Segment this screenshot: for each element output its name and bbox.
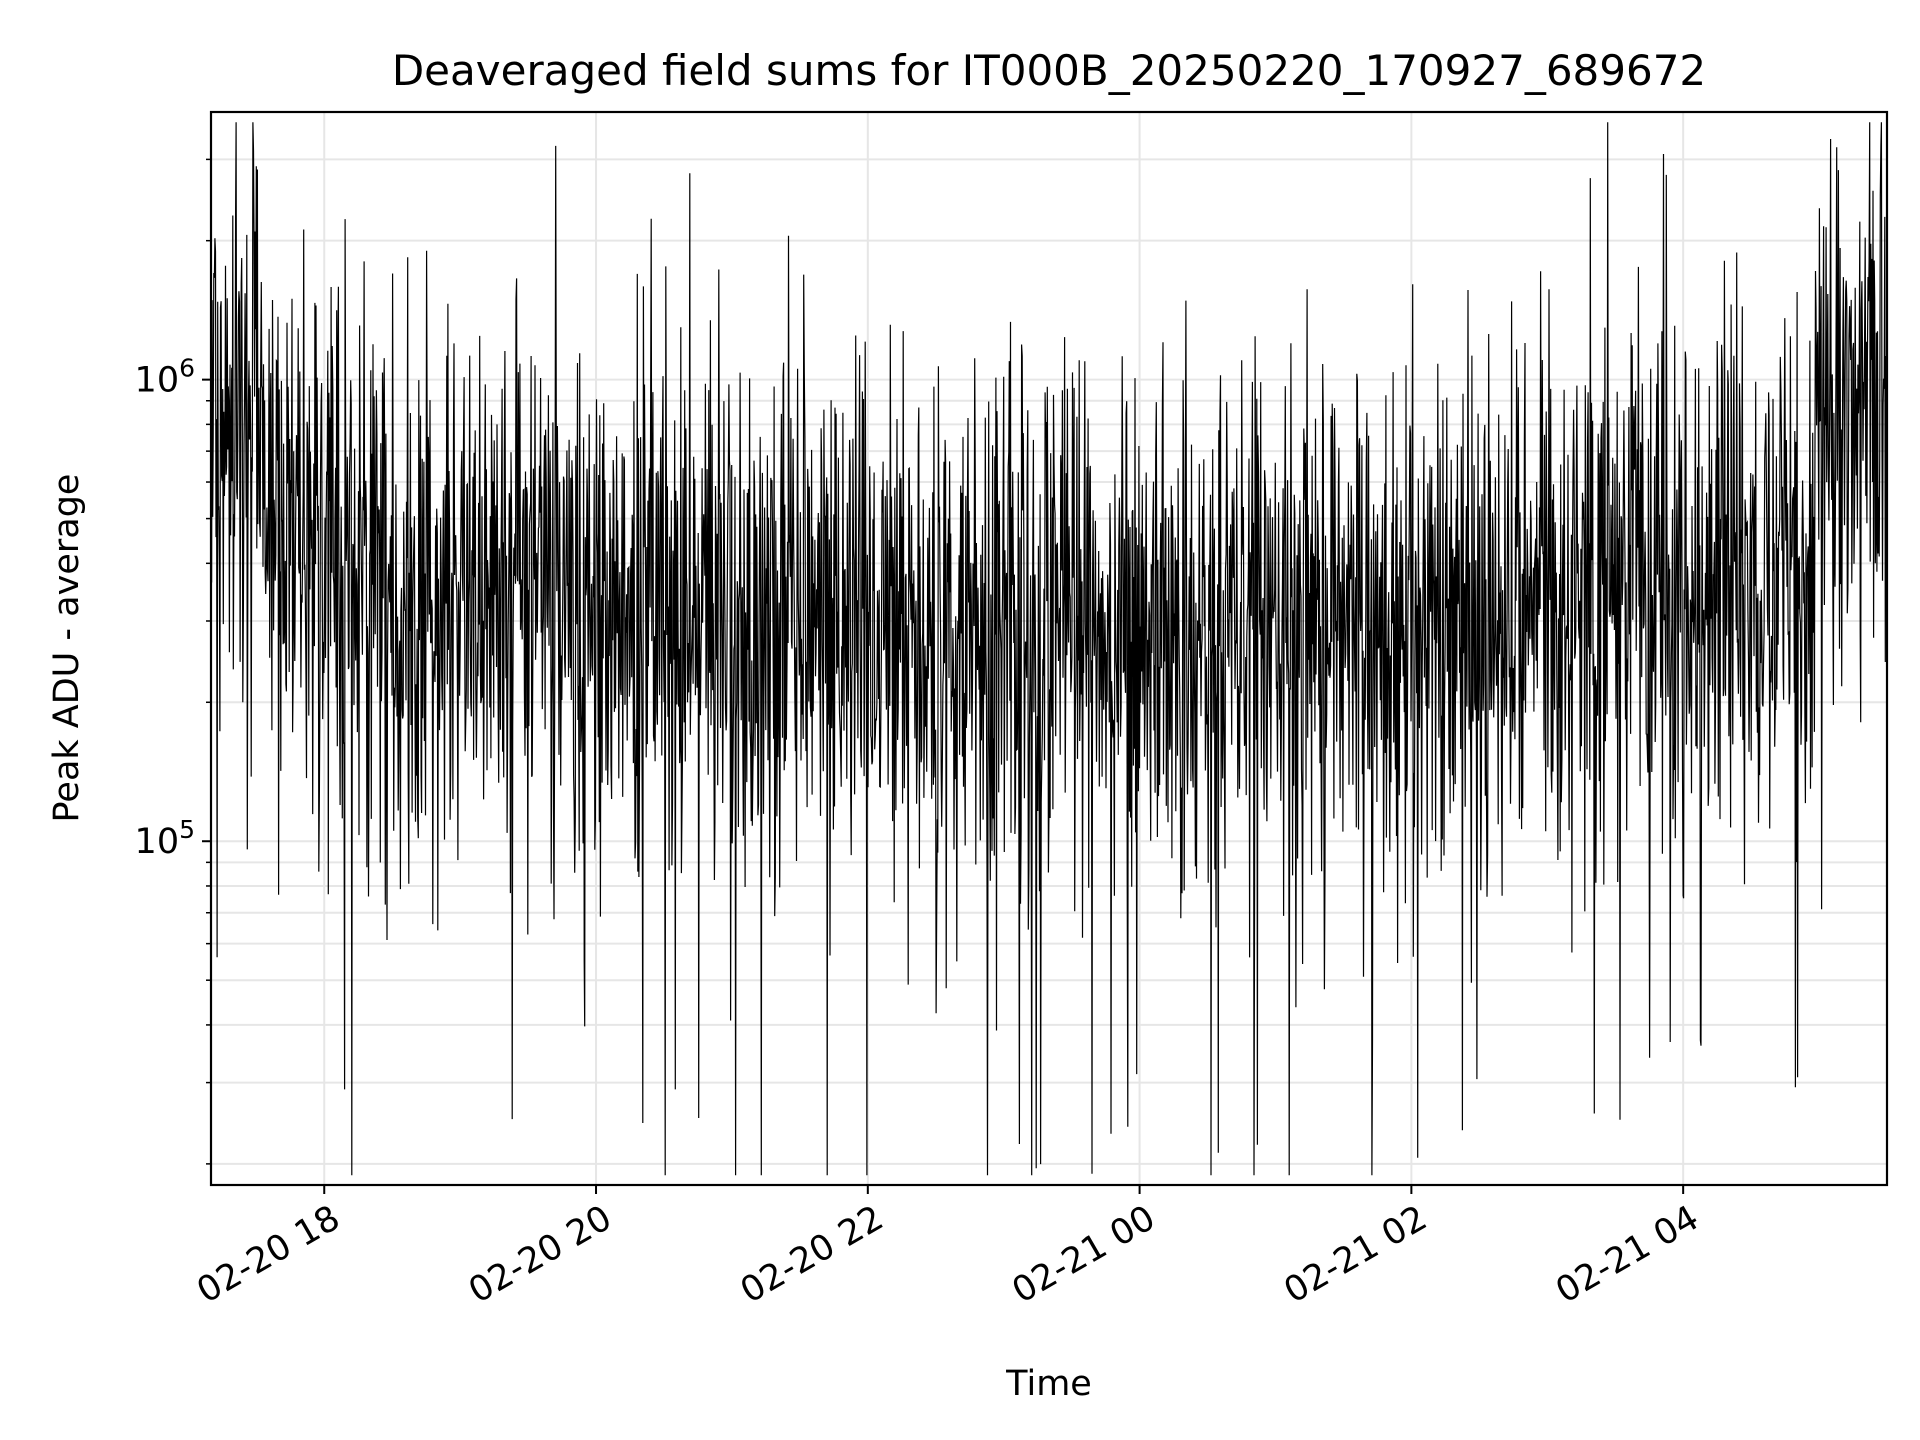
y-axis: 105 106 (135, 158, 211, 1165)
data-series (210, 122, 1888, 1176)
y-axis-label: Peak ADU - average (47, 474, 87, 823)
y-tick-label: 105 (135, 815, 195, 862)
x-axis-label: Time (1005, 1364, 1092, 1404)
plot-frame (209, 110, 1889, 1187)
series-line (210, 122, 1888, 1176)
chart-title: Deaveraged field sums for IT000B_2025022… (392, 46, 1706, 95)
y-tick-label: 106 (135, 354, 195, 401)
